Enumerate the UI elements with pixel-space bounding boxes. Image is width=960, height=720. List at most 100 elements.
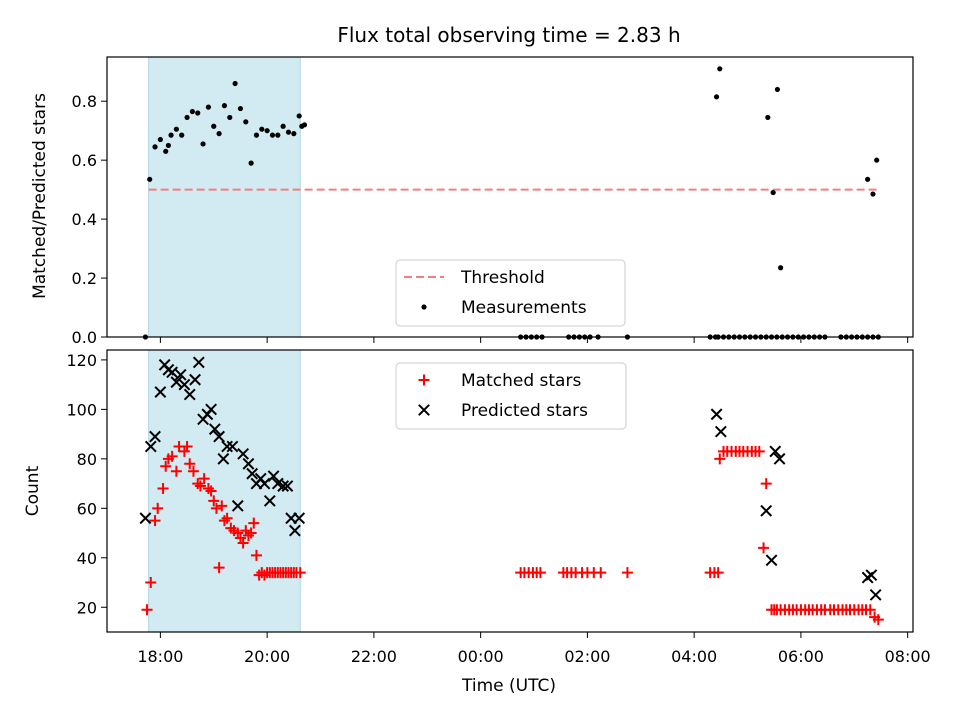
predicted-star-point [714, 425, 727, 438]
predicted-star-point [217, 452, 230, 465]
shaded-span [148, 56, 301, 338]
matched-star-point [210, 502, 222, 514]
matched-star-point [237, 537, 249, 549]
plot-frame [106, 349, 914, 633]
measurement-point [184, 114, 190, 121]
matched-star-point [864, 604, 876, 616]
matched-star-point [872, 614, 884, 626]
matched-star-point [294, 567, 306, 579]
measurement-point [765, 114, 771, 121]
predicted-star-point [154, 386, 167, 398]
measurement-point [205, 104, 212, 110]
matched-star-point [170, 465, 182, 477]
measurement-point [259, 126, 265, 132]
shaded-span [148, 349, 301, 633]
measurement-point [243, 119, 249, 125]
matched-star-point [758, 542, 770, 554]
measurement-point [865, 176, 871, 182]
legend: Threshold Measurements [395, 259, 626, 327]
predicted-star-point [205, 403, 217, 416]
y-tick-label: 0.8 [72, 92, 97, 111]
predicted-star-point [246, 467, 259, 480]
predicted-star-point [213, 430, 226, 443]
top-y-axis-label: Matched/Predicted stars [30, 93, 50, 299]
measurement-point [173, 126, 179, 132]
predicted-star-point [231, 499, 244, 512]
measurement-point [165, 142, 171, 149]
y-tick-label: 60 [77, 499, 97, 518]
predicted-star-point [226, 440, 239, 453]
measurement-point [237, 105, 244, 112]
measurement-point [211, 123, 217, 129]
x-tick-label: 00:00 [458, 647, 504, 666]
predicted-star-point [242, 457, 255, 470]
measurement-point [301, 122, 308, 128]
matched-star-point [595, 567, 607, 579]
measurement-point [774, 86, 781, 93]
predicted-star-point [293, 512, 306, 525]
measurement-point [713, 94, 720, 100]
y-tick-label: 40 [77, 549, 97, 568]
predicted-star-point [769, 445, 782, 458]
matched-star-point [216, 500, 228, 512]
measurement-point [227, 114, 233, 121]
measurement-point [874, 157, 880, 163]
y-tick-label: 0.2 [72, 269, 97, 288]
matched-star-point [187, 465, 199, 477]
predicted-star-point [760, 504, 773, 517]
matched-star-point [149, 515, 161, 527]
measurement-point [285, 129, 292, 135]
x-tick-label: 18:00 [137, 647, 183, 666]
x-tick-label: 08:00 [885, 647, 931, 666]
measurement-point [717, 66, 723, 72]
matched-star-point [152, 502, 164, 514]
matched-star-point [714, 453, 726, 465]
predicted-star-point [865, 569, 878, 582]
predicted-star-point [267, 470, 280, 483]
matched-star-point [145, 577, 157, 589]
legend-matched-swatch [418, 374, 430, 386]
legend-predicted-swatch [418, 404, 430, 416]
measurement-point [296, 113, 302, 119]
x-tick-label: 22:00 [351, 647, 397, 666]
y-tick-label: 0.4 [72, 210, 97, 229]
matched-star-point [160, 460, 172, 472]
matched-star-point [141, 604, 153, 616]
legend-label: Predicted stars [461, 401, 588, 421]
y-tick-label: 80 [77, 450, 97, 469]
predicted-star-point [170, 376, 183, 389]
matched-star-point [198, 473, 210, 485]
y-tick-label: 0.6 [72, 151, 97, 170]
measurement-point [221, 103, 228, 109]
matched-star-point [208, 495, 220, 507]
matched-star-point [194, 480, 206, 492]
y-tick-label: 20 [77, 598, 97, 617]
x-tick-label: 20:00 [244, 647, 290, 666]
matched-star-point [157, 483, 169, 495]
matched-star-point [621, 567, 633, 579]
y-tick-label: 120 [66, 351, 97, 370]
measurement-point [778, 265, 784, 271]
matched-star-point [184, 458, 196, 470]
y-tick-label: 100 [66, 400, 97, 419]
predicted-star-point [139, 512, 152, 525]
predicted-star-point [189, 373, 201, 386]
legend-label: Matched stars [461, 371, 581, 391]
matched-star-point [245, 527, 257, 539]
x-tick-label: 02:00 [564, 647, 610, 666]
measurement-point [253, 132, 260, 138]
predicted-star-point [281, 480, 294, 492]
plot-frame [106, 56, 914, 338]
x-tick-label: 04:00 [671, 647, 717, 666]
predicted-star-point [183, 388, 196, 401]
predicted-star-point [149, 430, 161, 443]
predicted-star-point [192, 356, 205, 369]
predicted-star-point [869, 588, 882, 601]
measurement-point [152, 144, 158, 150]
predicted-star-point [237, 447, 250, 460]
matched-star-point [760, 478, 772, 490]
predicted-star-point [221, 440, 234, 453]
matched-star-point [221, 512, 233, 524]
bottom-panel: 20 40 60 80 100 120 18:00 20:00 22:00 00:00 02:00 0… [66, 349, 931, 666]
